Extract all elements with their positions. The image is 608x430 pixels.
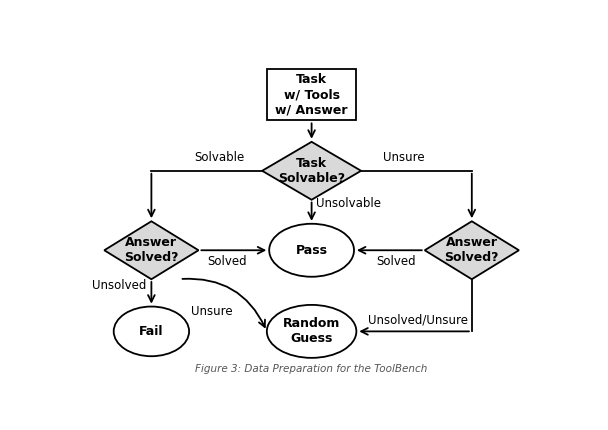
Text: Unsolved: Unsolved: [92, 279, 147, 292]
Text: Unsure: Unsure: [192, 305, 233, 318]
Text: Random
Guess: Random Guess: [283, 317, 340, 345]
Text: Unsolved/Unsure: Unsolved/Unsure: [368, 314, 468, 327]
Text: Fail: Fail: [139, 325, 164, 338]
Polygon shape: [424, 221, 519, 279]
Text: Answer
Solved?: Answer Solved?: [444, 236, 499, 264]
Ellipse shape: [269, 224, 354, 277]
Text: Task
w/ Tools
w/ Answer: Task w/ Tools w/ Answer: [275, 73, 348, 116]
Text: Answer
Solved?: Answer Solved?: [124, 236, 179, 264]
Polygon shape: [262, 142, 361, 200]
Ellipse shape: [267, 305, 356, 358]
FancyBboxPatch shape: [267, 69, 356, 120]
Text: Pass: Pass: [295, 244, 328, 257]
Polygon shape: [105, 221, 198, 279]
Text: Solved: Solved: [207, 255, 247, 268]
Ellipse shape: [114, 307, 189, 356]
Text: Unsure: Unsure: [382, 151, 424, 164]
Text: Unsolvable: Unsolvable: [316, 197, 381, 210]
Text: Figure 3: Data Preparation for the ToolBench: Figure 3: Data Preparation for the ToolB…: [195, 364, 428, 375]
Text: Solvable: Solvable: [195, 151, 245, 164]
Text: Solved: Solved: [376, 255, 416, 268]
Text: Task
Solvable?: Task Solvable?: [278, 157, 345, 185]
